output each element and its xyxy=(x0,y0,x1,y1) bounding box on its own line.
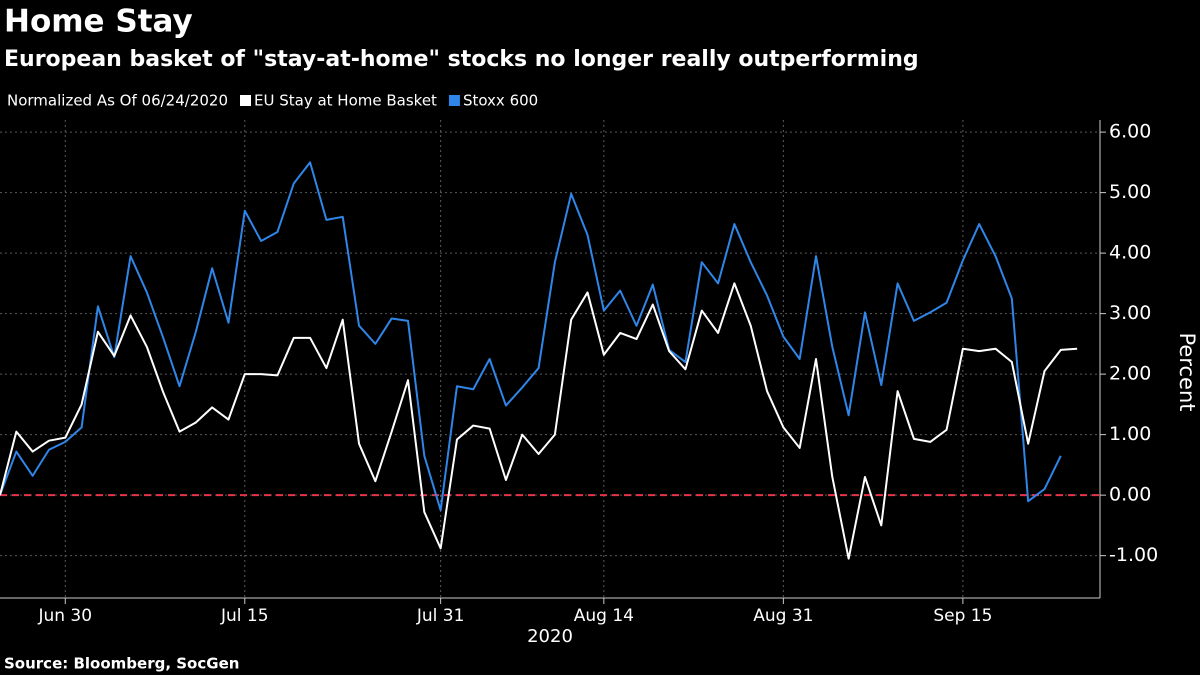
legend-title: Normalized As Of 06/24/2020 xyxy=(7,92,228,110)
y-tick-label: 2.00 xyxy=(1109,363,1151,385)
legend-swatch xyxy=(240,95,251,106)
line-series xyxy=(0,161,1062,512)
x-tick-label: Sep 15 xyxy=(933,606,992,626)
x-tick-label: Jun 30 xyxy=(37,606,92,626)
legend-swatch xyxy=(448,95,460,106)
source: Source: Bloomberg, SocGen xyxy=(4,655,239,673)
y-tick-label: 3.00 xyxy=(1109,302,1151,324)
y-axis-label: Percent xyxy=(1175,332,1199,411)
y-tick-label: 0.00 xyxy=(1109,484,1151,506)
x-tick-label: Jul 15 xyxy=(220,606,269,626)
x-tick-label: Aug 14 xyxy=(574,606,634,626)
y-tick-label: 6.00 xyxy=(1109,121,1151,143)
x-tick-label: Aug 31 xyxy=(753,606,813,626)
legend-label: Stoxx 600 xyxy=(463,92,538,110)
x-tick-label: Jul 31 xyxy=(416,606,465,626)
y-tick-label: 4.00 xyxy=(1109,242,1151,264)
chart-title: Home Stay xyxy=(4,4,193,40)
legend-label: EU Stay at Home Basket xyxy=(254,92,437,110)
y-tick-label: 1.00 xyxy=(1109,423,1151,445)
line-series xyxy=(0,282,1078,560)
chart-subtitle: European basket of "stay-at-home" stocks… xyxy=(4,47,919,72)
y-tick-label: 5.00 xyxy=(1109,181,1151,203)
x-axis-label: 2020 xyxy=(527,626,573,647)
y-tick-label: -1.00 xyxy=(1109,544,1158,566)
